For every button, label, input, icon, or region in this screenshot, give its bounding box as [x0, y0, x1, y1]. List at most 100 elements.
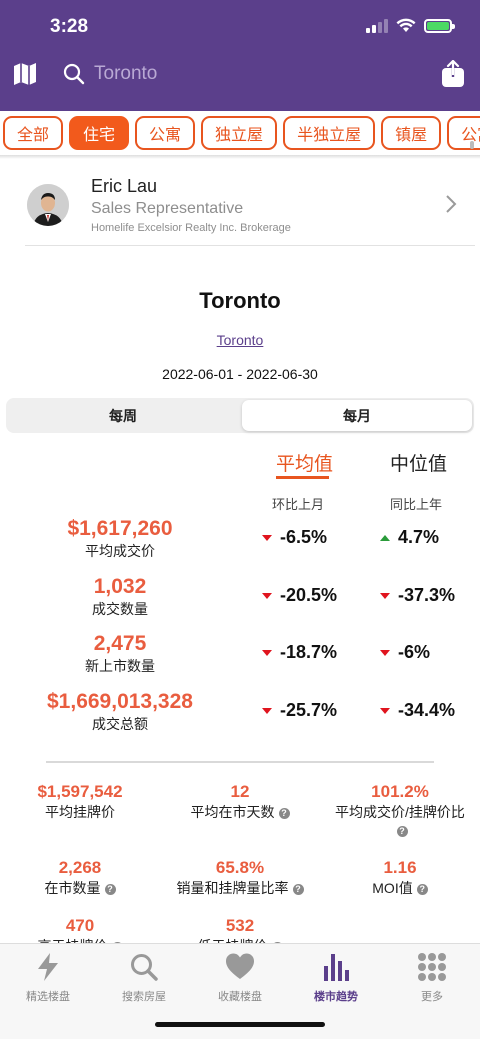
triangle-down-icon	[262, 707, 272, 714]
grid-stat-value: 65.8%	[215, 858, 265, 877]
bar-chart-icon	[324, 954, 349, 981]
grid-stat-label: 平均挂牌价	[0, 802, 160, 822]
agent-title: Sales Representative	[91, 200, 244, 217]
help-icon[interactable]: ?	[416, 884, 428, 895]
grid-stat-value: 1.16	[383, 858, 417, 877]
stat-value: $1,669,013,328	[47, 690, 193, 713]
agent-name: Eric Lau	[91, 176, 158, 196]
period-toggle: 每周 每月	[6, 398, 474, 433]
stat-change-yoy: -37.3%	[380, 585, 455, 606]
agent-card[interactable]: Eric Lau Sales Representative Homelife E…	[25, 172, 475, 246]
tab-more-label: 更多	[421, 991, 443, 1003]
help-icon[interactable]: ?	[104, 884, 116, 895]
category-tab-row: 全部住宅公寓独立屋半独立屋镇屋公寓	[3, 116, 480, 150]
stat-value: 2,475	[93, 632, 147, 655]
stat-label: 成交数量	[92, 601, 148, 617]
triangle-down-icon	[380, 592, 390, 599]
app-header: 3:28	[0, 0, 480, 111]
period-monthly-button[interactable]: 每月	[242, 400, 472, 431]
stat-change-value: -6.5%	[280, 527, 328, 547]
grid-stat-label-text: 在市数量	[44, 880, 101, 896]
grid-stat-value: 12	[230, 782, 250, 801]
grid-stat-label: 平均在市天数?	[160, 802, 320, 822]
triangle-down-icon	[380, 707, 390, 714]
stat-change-mom: -6.5%	[262, 527, 327, 548]
search-input[interactable]	[94, 63, 394, 85]
tab-market-trends[interactable]: 楼市趋势	[288, 952, 384, 1003]
category-tab-bar: 全部住宅公寓独立屋半独立屋镇屋公寓	[0, 111, 480, 157]
wifi-icon	[396, 18, 416, 32]
category-tab[interactable]: 半独立屋	[283, 116, 376, 150]
city-title: Toronto	[199, 288, 281, 313]
stat-change-yoy: 4.7%	[380, 527, 439, 548]
category-tab[interactable]: 公寓	[135, 116, 196, 150]
category-tab[interactable]: 镇屋	[381, 116, 442, 150]
grid-stat-label-text: 平均在市天数	[190, 804, 275, 820]
tab-favorites[interactable]: 收藏楼盘	[192, 952, 288, 1003]
grid-stat-value: $1,597,542	[37, 782, 123, 801]
grid-stat-label: 平均成交价/挂牌价比?	[320, 802, 480, 838]
category-tab[interactable]: 住宅	[69, 116, 130, 150]
stat-value: 1,032	[93, 575, 147, 598]
grid-stat-label-text: MOI值	[372, 880, 413, 896]
tab-favorites-label: 收藏楼盘	[218, 991, 262, 1003]
tab-featured-label: 精选楼盘	[26, 991, 70, 1003]
search-bar[interactable]	[62, 58, 422, 90]
grid-stat-label-text: 销量和挂牌量比率	[176, 880, 289, 896]
stat-change-mom: -25.7%	[262, 700, 337, 721]
stat-change-value: -37.3%	[398, 585, 456, 605]
help-icon[interactable]: ?	[292, 884, 304, 895]
stat-change-mom: -20.5%	[262, 585, 337, 606]
active-tab-underline	[276, 476, 329, 479]
period-weekly-button[interactable]: 每周	[109, 407, 137, 424]
cellular-signal-icon	[366, 18, 388, 33]
grid-stat-label: 销量和挂牌量比率?	[160, 878, 320, 898]
category-scroll-indicator	[470, 141, 474, 149]
category-divider	[0, 155, 480, 159]
section-divider	[46, 761, 434, 763]
city-link[interactable]: Toronto	[216, 332, 264, 348]
stat-label: 成交总额	[92, 716, 148, 732]
stat-change-value: -20.5%	[280, 585, 338, 605]
grid-dots-icon	[418, 953, 446, 981]
triangle-down-icon	[262, 592, 272, 599]
triangle-down-icon	[262, 534, 272, 541]
tab-search[interactable]: 搜索房屋	[96, 952, 192, 1003]
grid-stat-label: MOI值?	[320, 878, 480, 898]
category-tab[interactable]: 独立屋	[201, 116, 278, 150]
stat-label: 新上市数量	[85, 658, 155, 674]
tab-median[interactable]: 中位值	[390, 454, 448, 475]
help-icon[interactable]: ?	[278, 808, 290, 819]
grid-stat-label: 在市数量?	[0, 878, 160, 898]
stat-change-value: 4.7%	[398, 527, 440, 547]
grid-stat-value: 470	[65, 916, 95, 935]
triangle-down-icon	[262, 649, 272, 656]
status-time: 3:28	[50, 16, 89, 37]
home-indicator	[155, 1022, 325, 1027]
chevron-right-icon	[446, 195, 457, 213]
tab-average[interactable]: 平均值	[276, 454, 334, 475]
date-range: 2022-06-01 - 2022-06-30	[162, 366, 318, 382]
tab-more[interactable]: 更多	[384, 952, 480, 1003]
grid-stat-label-text: 平均成交价/挂牌价比	[335, 804, 465, 820]
help-icon[interactable]: ?	[396, 826, 408, 837]
category-tab[interactable]: 全部	[3, 116, 64, 150]
agent-avatar	[27, 184, 69, 226]
search-icon	[131, 954, 158, 981]
battery-icon	[424, 18, 455, 33]
agent-brokerage: Homelife Excelsior Realty Inc. Brokerage	[91, 222, 291, 234]
heart-icon	[226, 953, 254, 979]
lightning-icon	[38, 953, 58, 981]
grid-stat-label-text: 平均挂牌价	[45, 804, 115, 820]
category-tab[interactable]: 公寓	[447, 116, 480, 150]
stat-change-value: -34.4%	[398, 700, 456, 720]
stat-change-mom: -18.7%	[262, 642, 337, 663]
grid-stat-value: 532	[225, 916, 255, 935]
tab-market-trends-label: 楼市趋势	[314, 991, 358, 1003]
map-icon[interactable]	[13, 62, 37, 86]
grid-stat-value: 101.2%	[371, 782, 429, 801]
stat-change-yoy: -6%	[380, 642, 430, 663]
share-icon[interactable]	[441, 60, 465, 88]
triangle-up-icon	[380, 534, 390, 541]
tab-featured[interactable]: 精选楼盘	[0, 952, 96, 1003]
